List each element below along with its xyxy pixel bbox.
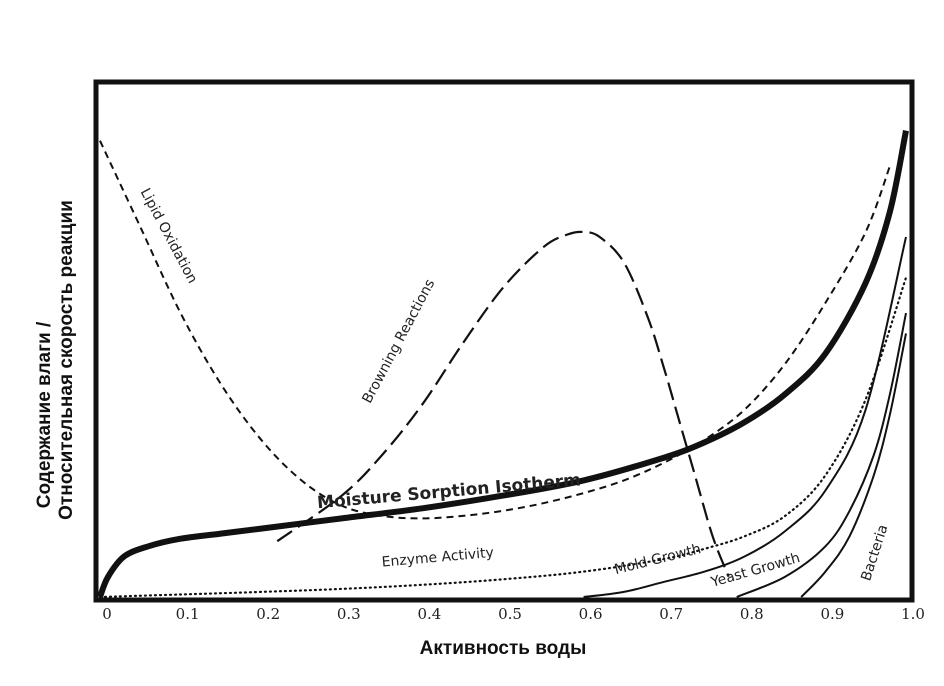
x-tick-label: 0.4 bbox=[417, 605, 441, 623]
x-tick-label: 0 bbox=[102, 605, 112, 623]
series-line-bacteria bbox=[800, 333, 907, 598]
x-axis-title: Активность воды bbox=[420, 638, 587, 659]
x-tick-label: 0.6 bbox=[579, 605, 603, 623]
series-line-moisture-sorption-isotherm bbox=[97, 130, 909, 599]
series-label-browning-reactions: Browning Reactions bbox=[359, 277, 438, 406]
x-tick-label: 0.3 bbox=[337, 605, 361, 623]
series-label-yeast-growth: Yeast Growth bbox=[708, 550, 802, 591]
series-label-mold-growth: Mold Growth bbox=[613, 541, 703, 578]
x-tick-label: 0.9 bbox=[820, 605, 844, 623]
y-axis-title-line-1: Содержание влаги / bbox=[34, 321, 55, 508]
series-line-yeast-growth bbox=[736, 312, 907, 598]
x-tick-label: 1.0 bbox=[901, 605, 925, 623]
x-tick-label: 0.5 bbox=[498, 605, 522, 623]
series-line-mold-growth bbox=[583, 236, 907, 598]
plot-frame bbox=[93, 79, 915, 603]
x-tick-label: 0.8 bbox=[740, 605, 764, 623]
y-axis-title-line-2: Относительная скорость реакции bbox=[56, 200, 77, 520]
series-label-lipid-oxidation: Lipid Oxidation bbox=[137, 186, 201, 286]
series-label-bacteria: Bacteria bbox=[858, 523, 891, 583]
x-tick-label: 0.1 bbox=[176, 605, 200, 623]
x-tick-label: 0.2 bbox=[256, 605, 280, 623]
x-tick-label: 0.7 bbox=[659, 605, 683, 623]
series-line-enzyme-activity bbox=[98, 276, 908, 599]
series-label-enzyme-activity: Enzyme Activity bbox=[381, 545, 494, 571]
series-line-lipid-oxidation bbox=[99, 140, 891, 520]
series-line-browning-reactions bbox=[276, 230, 730, 578]
